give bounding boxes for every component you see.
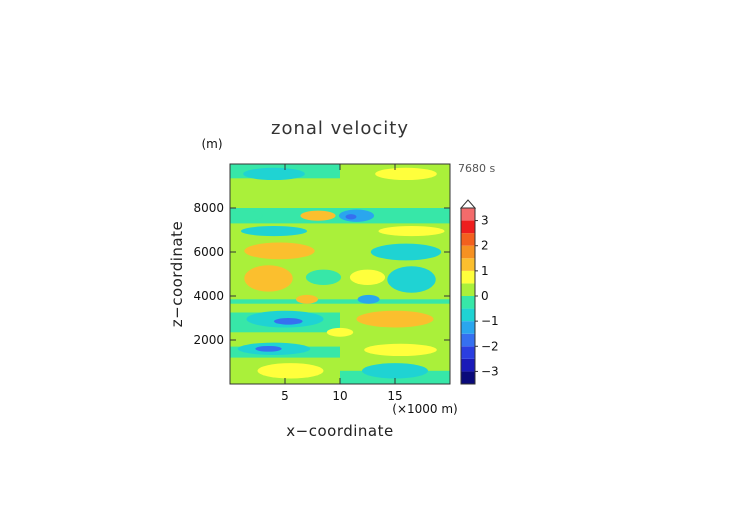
contour-band (230, 299, 450, 304)
contour-cell (243, 167, 305, 181)
contour-cell (357, 294, 380, 304)
time-label: 7680 s (458, 162, 495, 175)
y-axis-label: z−coordinate (168, 221, 186, 327)
colorbar-segment (461, 283, 475, 296)
contour-cell (338, 209, 375, 222)
x-unit-label: (×1000 m) (392, 402, 457, 416)
colorbar-segment (461, 208, 475, 221)
contour-cell (274, 318, 303, 325)
colorbar-label: 0 (481, 289, 489, 303)
contour-cell (345, 214, 357, 220)
colorbar-segment (461, 296, 475, 309)
x-tick-label: 10 (332, 389, 347, 403)
colorbar-segment (461, 321, 475, 334)
contour-cell (230, 210, 263, 221)
colorbar-segment (461, 220, 475, 234)
colorbar: 3 2 1 0 −1 −2 −3 (459, 199, 499, 385)
contour-cell (362, 363, 428, 379)
axes: 5 10 15 2000 4000 6000 8000 (193, 164, 450, 403)
colorbar-label: −1 (481, 314, 499, 328)
colorbar-segment (461, 270, 475, 284)
contour-cell (244, 265, 293, 292)
colorbar-segment (461, 358, 475, 372)
colorbar-segment (461, 308, 475, 322)
y-unit-label: (m) (201, 137, 222, 151)
chart-title: zonal velocity (271, 118, 409, 139)
colorbar-label: 1 (481, 264, 489, 278)
contour-cell (244, 242, 315, 260)
contour-cell (257, 363, 324, 379)
contour-cell (326, 327, 354, 337)
contour-cell (296, 294, 318, 304)
contour-cell (387, 266, 436, 293)
y-tick-label: 6000 (193, 245, 224, 259)
colorbar-label: −2 (481, 339, 499, 353)
y-tick-label: 2000 (193, 333, 224, 347)
colorbar-label: −3 (481, 364, 499, 378)
x-axis-label: x−coordinate (286, 422, 393, 440)
plot-area (230, 164, 450, 384)
contour-cell (349, 269, 386, 285)
contour-cell (370, 243, 442, 261)
colorbar-segment (461, 333, 475, 347)
contour-cell (305, 269, 342, 285)
contour-cell (364, 343, 437, 357)
contour-cell (300, 210, 336, 221)
colorbar-segment (461, 233, 475, 246)
y-tick-label: 8000 (193, 201, 224, 215)
colorbar-segment (461, 371, 475, 384)
contour-cell (356, 310, 434, 328)
colorbar-label: 3 (481, 214, 489, 228)
x-tick-label: 15 (387, 389, 402, 403)
colorbar-extend-arrow (459, 199, 477, 209)
colorbar-segment (461, 346, 475, 359)
contour-cell (255, 345, 282, 352)
colorbar-segment (461, 258, 475, 271)
colorbar-segment (461, 245, 475, 259)
contour-cell (375, 167, 437, 181)
contour-cell (241, 226, 307, 237)
contour-cell (378, 226, 445, 237)
x-tick-label: 5 (281, 389, 289, 403)
y-tick-label: 4000 (193, 289, 224, 303)
colorbar-label: 2 (481, 239, 489, 253)
